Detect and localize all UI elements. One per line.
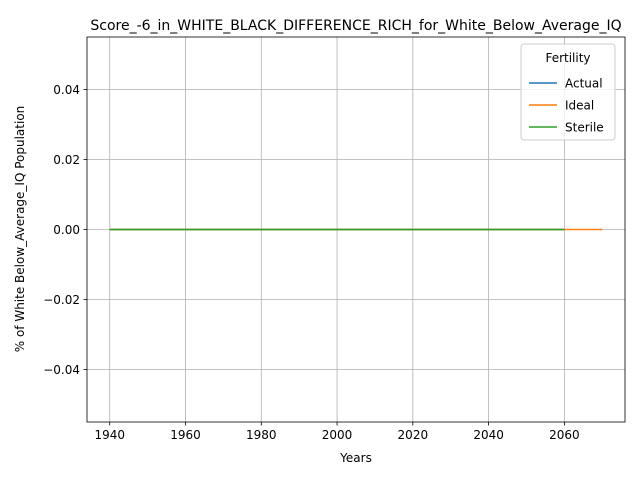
y-tick-label: 0.04	[53, 83, 80, 97]
legend-entry-ideal: Ideal	[565, 98, 594, 112]
x-tick-label: 2060	[549, 428, 580, 442]
x-axis-label: Years	[339, 451, 372, 465]
legend-entry-actual: Actual	[565, 76, 603, 90]
legend: Fertility Actual Ideal Sterile	[520, 43, 616, 141]
x-tick-label: 2000	[322, 428, 353, 442]
y-tick-label: 0.02	[53, 153, 80, 167]
legend-title: Fertility	[545, 51, 590, 65]
x-tick-label: 2040	[473, 428, 504, 442]
legend-box	[520, 43, 616, 141]
x-tick-label: 1960	[170, 428, 201, 442]
y-tick-label: −0.04	[43, 363, 80, 377]
y-tick-label: −0.02	[43, 293, 80, 307]
ticks-layer: 1940 1960 1980 2000 2020 2040 2060 −0.04 −0.02 0.…	[43, 83, 579, 442]
x-tick-label: 1940	[94, 428, 125, 442]
y-tick-label: 0.00	[53, 223, 80, 237]
x-tick-label: 1980	[246, 428, 277, 442]
x-tick-label: 2020	[398, 428, 429, 442]
y-axis-label: % of White Below_Average_IQ Population	[13, 106, 27, 353]
chart-title: Score_-6_in_WHITE_BLACK_DIFFERENCE_RICH_…	[90, 18, 621, 34]
legend-entry-sterile: Sterile	[565, 120, 604, 134]
